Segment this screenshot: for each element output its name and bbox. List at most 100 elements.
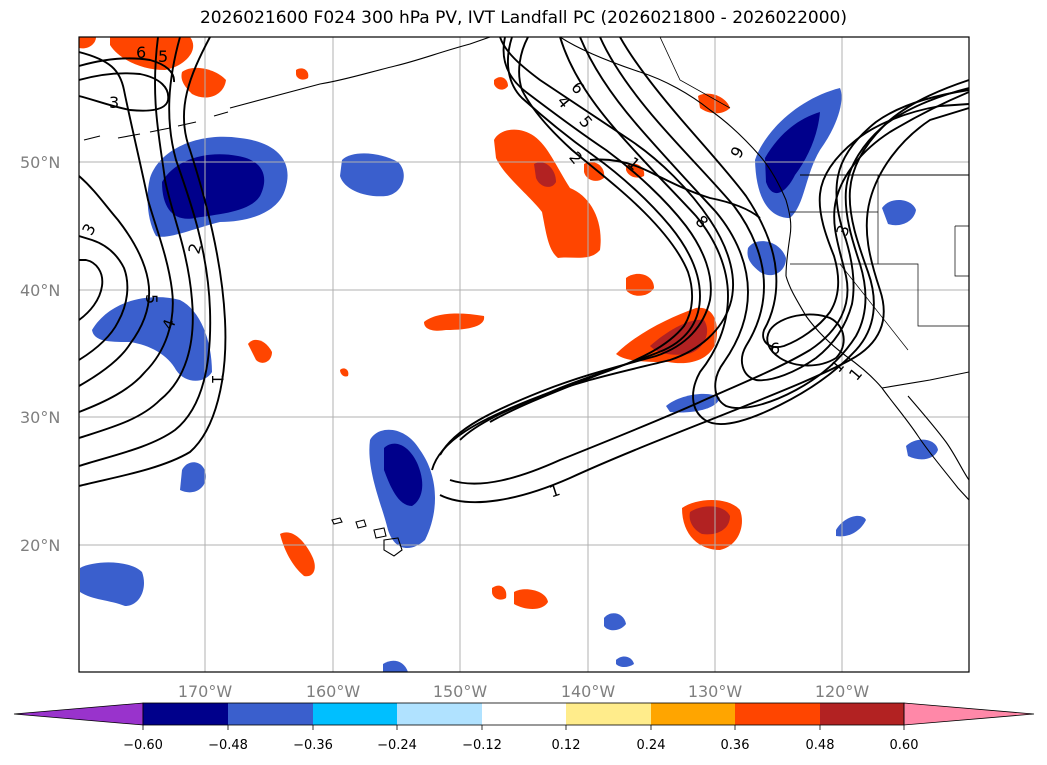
contour-gulf-line: [589, 158, 761, 219]
lon-label-170w: 170°W: [178, 682, 233, 701]
lat-label-30n: 30°N: [20, 408, 60, 427]
contour-west-9: [79, 57, 175, 83]
contour-west-7: [79, 259, 104, 321]
contour-inner-ring: [766, 313, 845, 367]
pos-area-small-north-2: [296, 68, 309, 80]
coast-baja-inner: [907, 395, 969, 481]
colorbar-swatch: [228, 703, 313, 725]
neg-area-idaho: [882, 199, 916, 226]
pos-area-offshore-large-core: [650, 319, 708, 355]
neg-area-subtropic-east: [836, 515, 866, 537]
contour-label: 6: [770, 339, 780, 358]
pos-area-south-mid-1: [492, 585, 507, 600]
border-state-4: [954, 225, 969, 277]
neg-area-southwest: [80, 562, 145, 606]
pos-area-mid-west: [424, 313, 485, 331]
map-frame: [78, 36, 970, 673]
lon-label-130w: 130°W: [688, 682, 743, 701]
colorbar-extend-high: [903, 702, 1035, 726]
contour-main-7: [559, 37, 969, 425]
colorbar-tick-label: −0.12: [462, 738, 502, 753]
contour-label: 5: [142, 294, 161, 304]
contour-label: 2: [184, 241, 205, 256]
coast-bc: [759, 155, 792, 277]
contour-label: 5: [158, 47, 168, 66]
colorbar-swatch: [566, 703, 651, 725]
contour-west-6: [79, 235, 129, 361]
lon-label-150w: 150°W: [433, 682, 488, 701]
contour-label: 1: [208, 374, 227, 384]
contour-west-4: [79, 51, 174, 413]
colorbar-swatch: [313, 703, 397, 725]
ivt-contours: [79, 37, 969, 504]
contour-west-1: [79, 37, 227, 487]
pos-area-south-mid-2: [514, 589, 548, 609]
colorbar-frame: [142, 702, 905, 726]
contour-west-8: [79, 72, 170, 112]
pos-area-south-east-core: [689, 506, 730, 535]
colorbar-swatch: [397, 703, 482, 725]
border-state-1: [790, 263, 969, 327]
colorbar-swatch: [482, 703, 566, 725]
coast-alaska-south: [559, 37, 761, 157]
neg-area-baja: [906, 439, 938, 460]
latitude-labels: 50°N 40°N 30°N 20°N: [20, 153, 60, 555]
lon-label-140w: 140°W: [561, 682, 616, 701]
neg-area-south-small: [604, 613, 626, 631]
neg-area-bottom: [383, 660, 408, 672]
contour-main-10: [619, 37, 969, 348]
colorbar-tick-label: 0.12: [552, 738, 581, 753]
neg-area-dateline-north: [340, 153, 404, 197]
contour-main-9: [599, 37, 969, 382]
contour-main-2: [449, 91, 969, 485]
pos-area-south-west: [280, 532, 315, 577]
contour-label: 3: [109, 93, 119, 112]
neg-area-west-mid: [92, 297, 212, 381]
lat-label-50n: 50°N: [20, 153, 60, 172]
longitude-labels: 170°W 160°W 150°W 140°W 130°W 120°W: [178, 682, 870, 701]
coast-hawaii-3: [373, 527, 387, 539]
colorbar-tick-label: −0.36: [293, 738, 333, 753]
colorbar-tick-label: 0.48: [806, 738, 835, 753]
contour-main-8: [579, 37, 969, 409]
coast-baja: [881, 387, 969, 501]
border-us-mexico: [881, 371, 969, 389]
neg-area-south-small-2: [616, 656, 634, 667]
coast-alaska-peninsula: [229, 37, 491, 109]
pos-area-tiny: [340, 368, 349, 377]
colorbar-swatch: [143, 703, 228, 725]
lon-label-160w: 160°W: [306, 682, 361, 701]
neg-area-gulf-alaska-west-core: [162, 154, 265, 219]
pos-area-aleutian-west: [110, 37, 194, 70]
neg-area-hawaii-north-core: [384, 443, 423, 506]
colorbar-tick-label: 0.36: [721, 738, 750, 753]
contour-main-1: [439, 107, 969, 504]
coast-hawaii-big: [383, 537, 403, 557]
colorbar-swatch: [820, 703, 904, 725]
pos-area-ak-panhandle: [698, 93, 730, 114]
colorbar-tick-label: 0.60: [890, 738, 919, 753]
contour-west-2: [79, 37, 212, 467]
coast-hawaii-1: [331, 517, 343, 525]
map-title: 2026021600 F024 300 hPa PV, IVT Landfall…: [199, 8, 847, 28]
colorbar-tick-label: 0.24: [637, 738, 666, 753]
contour-main-6: [489, 37, 693, 423]
lat-label-20n: 20°N: [20, 536, 60, 555]
neg-area-bc-coast-core: [765, 112, 820, 194]
pos-area-gulf-alaska-core: [534, 162, 556, 187]
colorbar-tick-label: −0.60: [123, 738, 163, 753]
contour-label: 6: [136, 43, 146, 62]
pos-area-small-north: [494, 77, 508, 90]
colorbar-tick-label: −0.24: [377, 738, 417, 753]
colorbar-tick-label: −0.48: [208, 738, 248, 753]
pos-area-gulf-alaska-small-1: [584, 161, 605, 181]
coast-aleutians: [83, 111, 229, 141]
contour-west-3: [79, 37, 194, 439]
colorbar-ticks: [142, 725, 905, 730]
colorbar-swatch: [651, 703, 735, 725]
border-ak-canada: [659, 37, 731, 109]
contour-main-4: [439, 37, 712, 456]
pos-area-aleutian-far-west: [79, 37, 96, 49]
colorbar-swatch: [735, 703, 820, 725]
